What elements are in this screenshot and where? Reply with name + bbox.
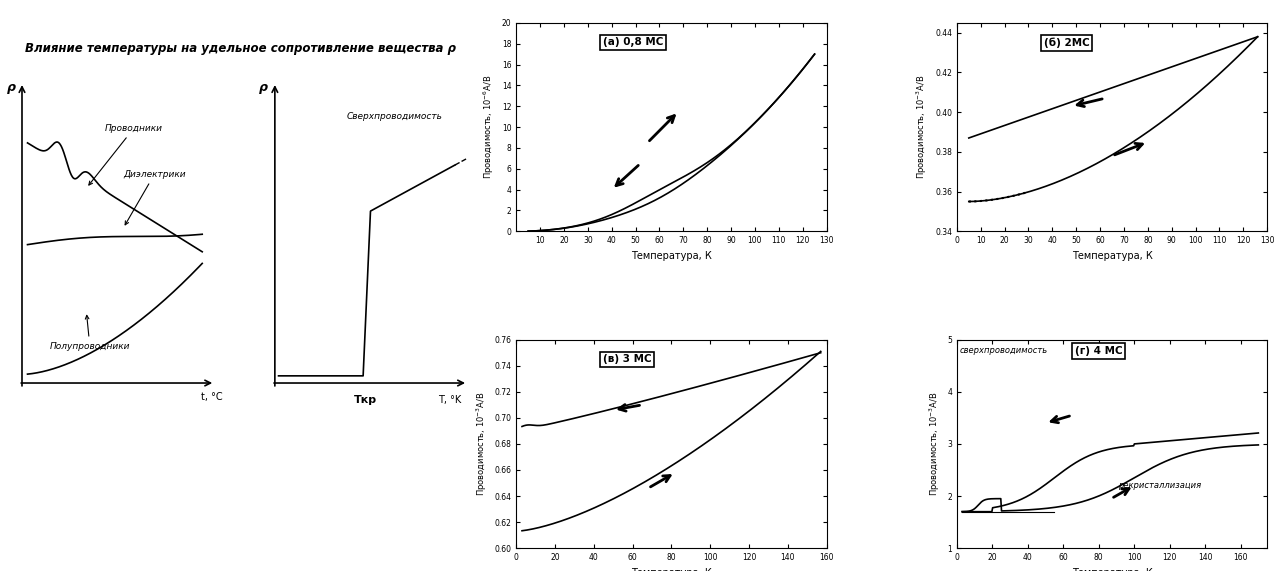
Y-axis label: Проводимость, $10^{-3}$А/В: Проводимость, $10^{-3}$А/В [927, 392, 942, 496]
Text: Полупроводники: Полупроводники [50, 315, 131, 351]
Text: Диэлектрики: Диэлектрики [123, 170, 186, 225]
X-axis label: Температура, К: Температура, К [1071, 568, 1152, 571]
Text: T, °K: T, °K [438, 395, 461, 405]
Text: (в) 3 МС: (в) 3 МС [603, 354, 652, 364]
Text: (г) 4 МС: (г) 4 МС [1075, 346, 1123, 356]
X-axis label: Температура, К: Температура, К [631, 568, 712, 571]
Y-axis label: Проводимость, $10^{-3}$А/В: Проводимость, $10^{-3}$А/В [915, 75, 929, 179]
Text: (б) 2МС: (б) 2МС [1043, 38, 1089, 48]
Text: Влияние температуры на удельное сопротивление вещества ρ: Влияние температуры на удельное сопротив… [24, 42, 456, 55]
Text: ρ: ρ [260, 81, 269, 94]
Y-axis label: Проводимость, $10^{-3}$А/В: Проводимость, $10^{-3}$А/В [475, 392, 489, 496]
Text: Ткр: Ткр [353, 395, 376, 405]
Y-axis label: Проводимость, $10^{-6}$А/В: Проводимость, $10^{-6}$А/В [481, 75, 497, 179]
Text: ρ: ρ [6, 81, 15, 94]
Text: Проводники: Проводники [88, 124, 163, 185]
Text: t, °C: t, °C [201, 392, 223, 402]
Text: сверхпроводимость: сверхпроводимость [960, 346, 1048, 355]
X-axis label: Температура, К: Температура, К [631, 251, 712, 261]
Text: рекристаллизация: рекристаллизация [1119, 481, 1202, 490]
Text: Сверхпроводимость: Сверхпроводимость [347, 112, 443, 122]
Text: (а) 0,8 МС: (а) 0,8 МС [603, 38, 663, 47]
X-axis label: Температура, К: Температура, К [1071, 251, 1152, 261]
